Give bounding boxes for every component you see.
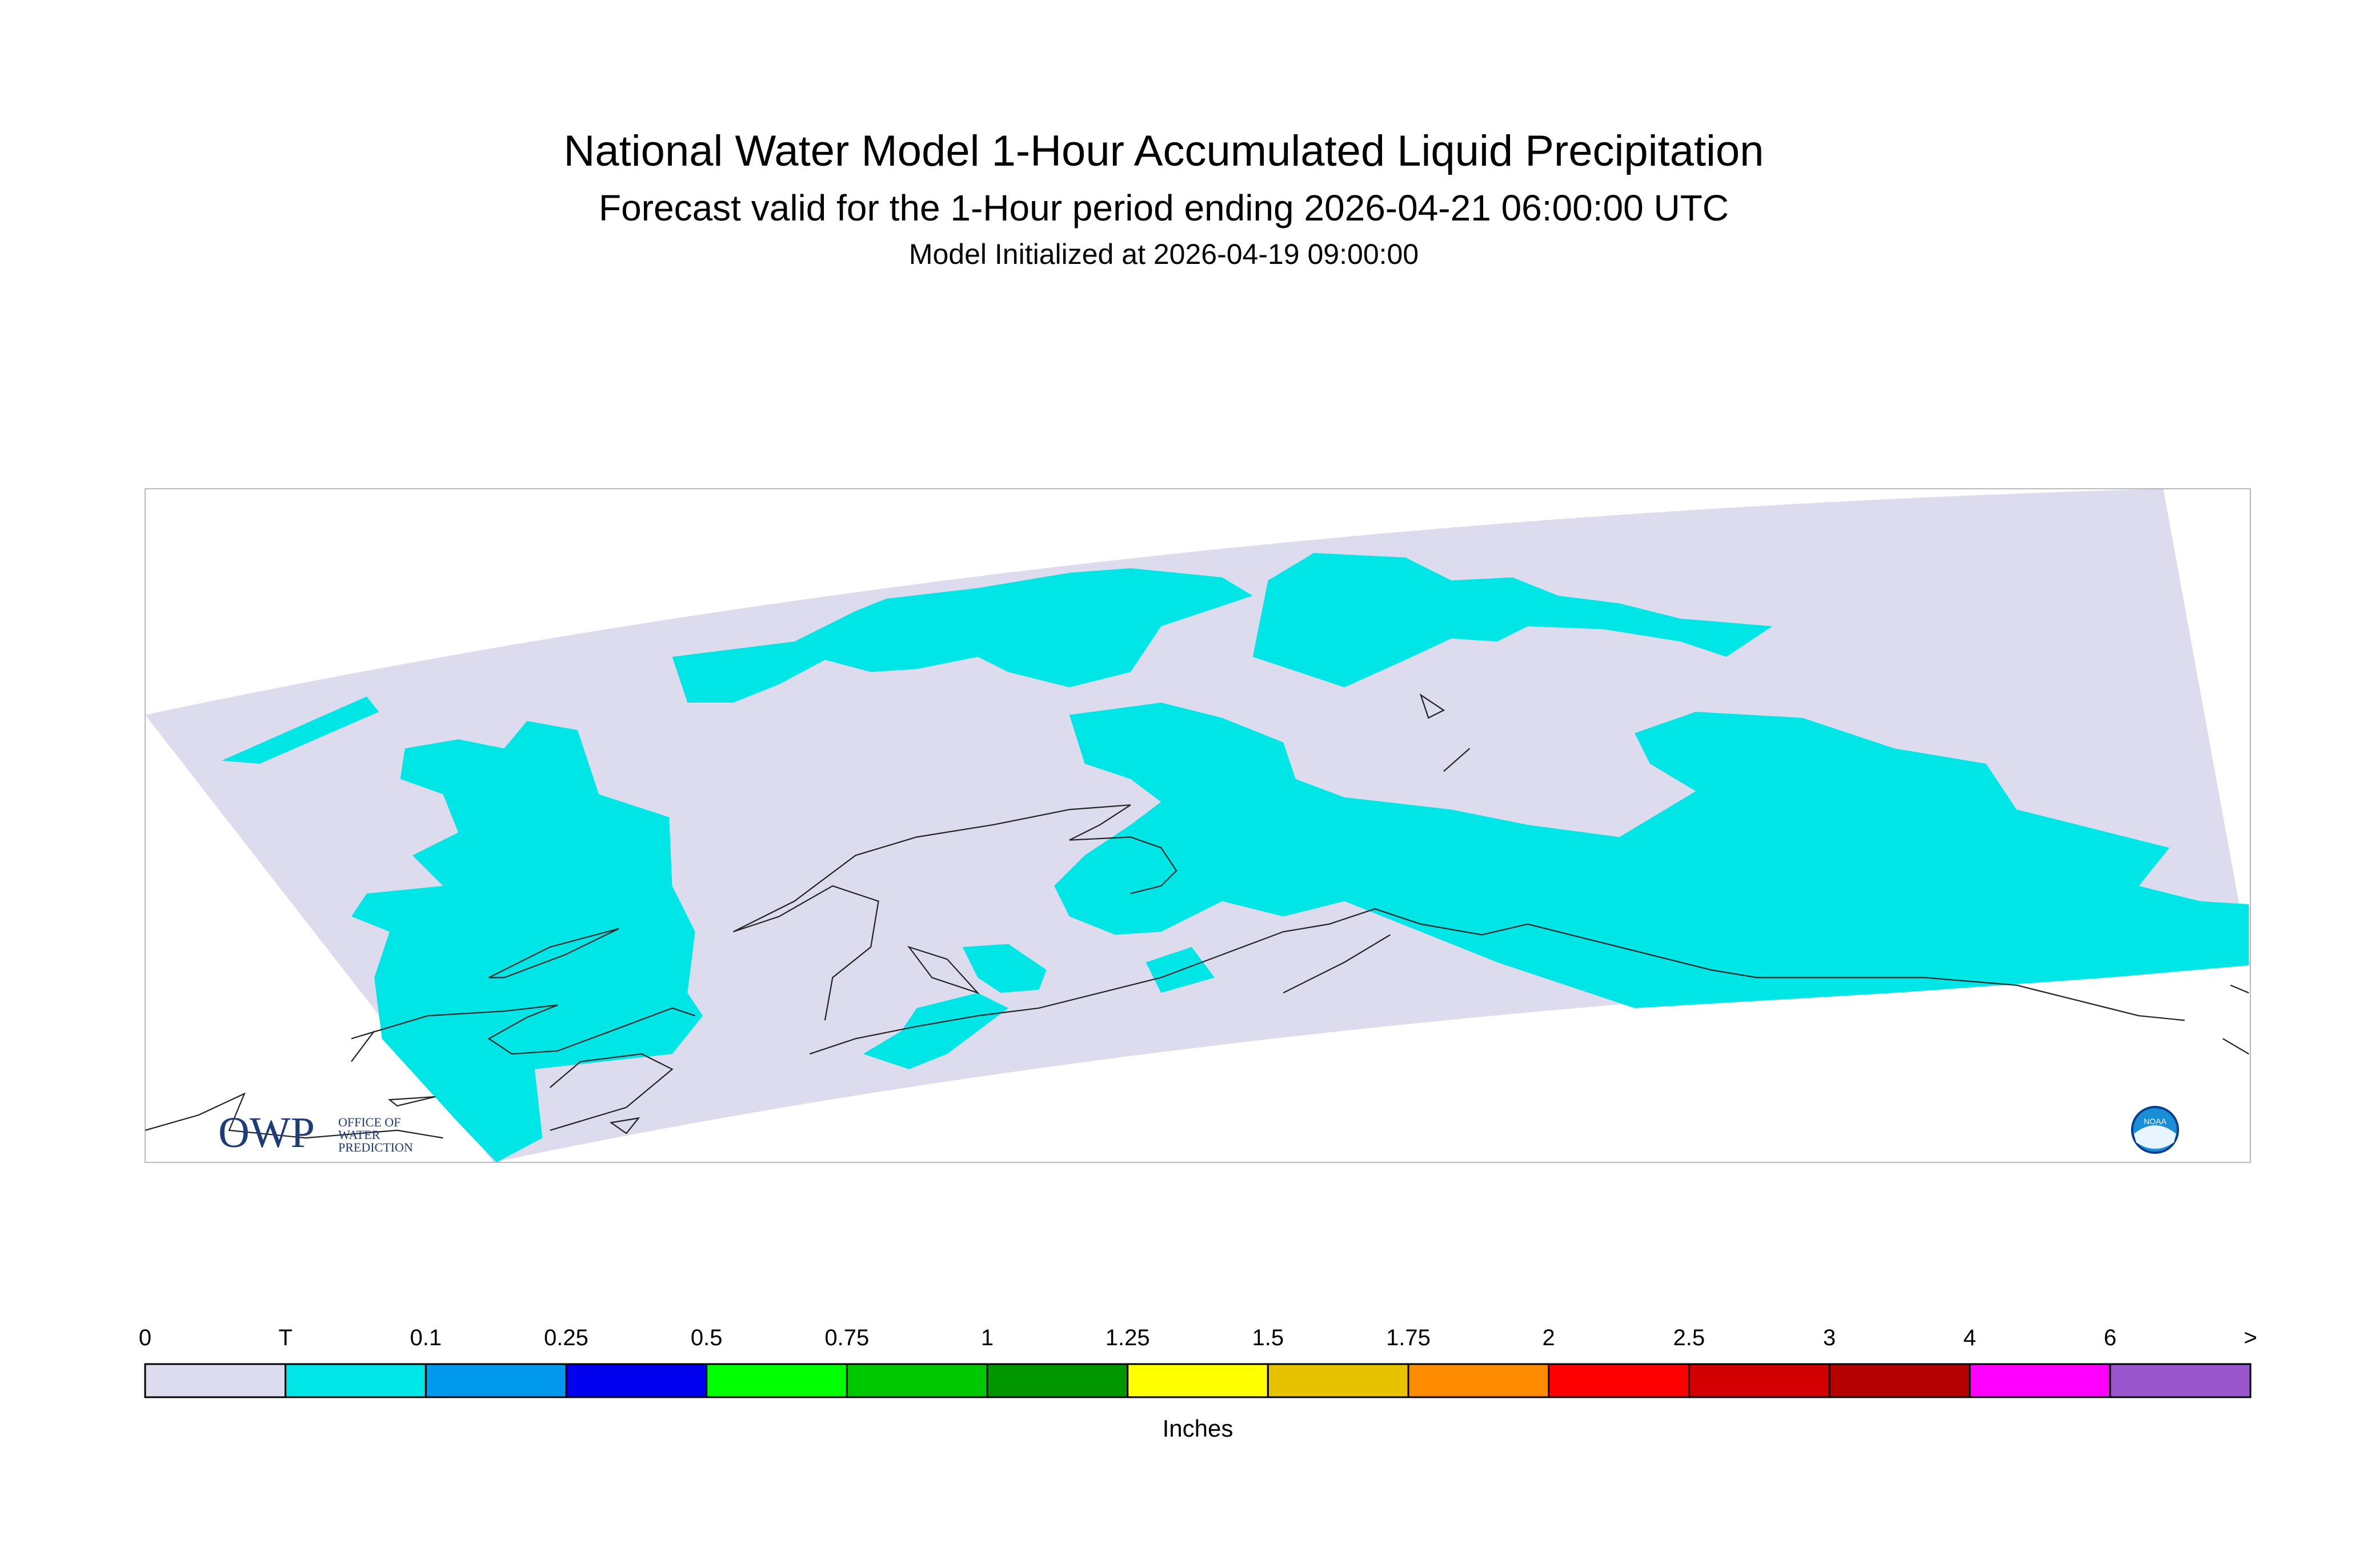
legend-label: 0 bbox=[139, 1325, 151, 1350]
title: National Water Model 1-Hour Accumulated … bbox=[564, 127, 1764, 175]
init-time: Model Initialized at 2026-04-19 09:00:00 bbox=[909, 238, 1419, 270]
owp-line: PREDICTION bbox=[338, 1140, 413, 1154]
noaa-text: NOAA bbox=[2144, 1117, 2166, 1126]
legend-swatch bbox=[1407, 1363, 1550, 1398]
legend-label: 1.75 bbox=[1386, 1325, 1431, 1350]
map-frame bbox=[145, 489, 2250, 1162]
legend-label: 0.25 bbox=[544, 1325, 588, 1350]
legend-label: 1.25 bbox=[1106, 1325, 1150, 1350]
owp-line: WATER bbox=[338, 1128, 381, 1142]
legend-swatch bbox=[1267, 1363, 1409, 1398]
legend-swatch bbox=[1127, 1363, 1269, 1398]
owp-text: OWP bbox=[218, 1109, 315, 1157]
legend-swatch bbox=[846, 1363, 988, 1398]
legend-swatch bbox=[1969, 1363, 2111, 1398]
legend-label: > bbox=[2244, 1325, 2257, 1350]
legend-label: 2 bbox=[1543, 1325, 1555, 1350]
legend-label: T bbox=[278, 1325, 292, 1350]
precip-areas bbox=[221, 552, 2249, 1162]
legend-swatch bbox=[986, 1363, 1129, 1398]
legend-label: 0.5 bbox=[691, 1325, 723, 1350]
legend: 0 T 0.1 0.25 0.5 0.75 1 1.25 1.5 1.75 2 2.5 3 4 6 > Inch… bbox=[139, 1325, 2257, 1442]
legend-label: 0.75 bbox=[824, 1325, 869, 1350]
legend-label: 2.5 bbox=[1673, 1325, 1705, 1350]
legend-label: 4 bbox=[1964, 1325, 1976, 1350]
legend-swatch bbox=[1548, 1363, 1690, 1398]
legend-units: Inches bbox=[1163, 1415, 1233, 1442]
legend-swatch bbox=[706, 1363, 848, 1398]
legend-swatch bbox=[424, 1363, 567, 1398]
owp-line: OFFICE OF bbox=[338, 1115, 400, 1129]
legend-swatch bbox=[144, 1363, 287, 1398]
noaa-logo: NOAA bbox=[2131, 1106, 2179, 1154]
legend-swatch bbox=[1688, 1363, 1831, 1398]
legend-swatch bbox=[1828, 1363, 1971, 1398]
legend-label: 1.5 bbox=[1252, 1325, 1284, 1350]
legend-label: 3 bbox=[1823, 1325, 1836, 1350]
legend-swatch bbox=[565, 1363, 708, 1398]
legend-label: 1 bbox=[981, 1325, 994, 1350]
legend-label: 0.1 bbox=[410, 1325, 442, 1350]
coastlines bbox=[145, 695, 2249, 1138]
legend-label: 6 bbox=[2104, 1325, 2116, 1350]
legend-swatch bbox=[2109, 1363, 2252, 1398]
subtitle: Forecast valid for the 1-Hour period end… bbox=[599, 187, 1729, 228]
owp-logo: OWP OFFICE OF WATER PREDICTION bbox=[218, 1109, 413, 1157]
map bbox=[145, 489, 2250, 1162]
legend-swatch bbox=[285, 1363, 427, 1398]
